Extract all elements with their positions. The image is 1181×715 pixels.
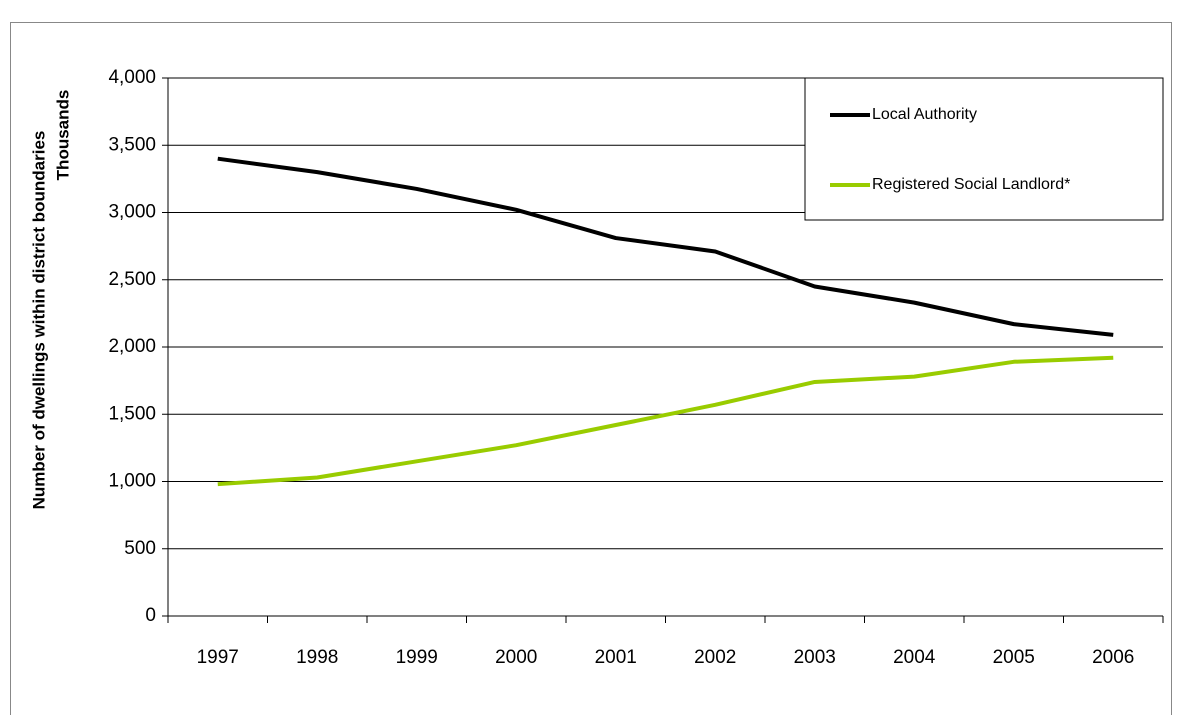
x-tick-label: 2002 xyxy=(694,647,736,668)
x-tick-label: 2004 xyxy=(893,647,936,668)
x-tick-label: 1998 xyxy=(296,647,338,668)
legend-label: Registered Social Landlord* xyxy=(872,176,1070,193)
legend-label: Local Authority xyxy=(872,106,977,123)
y-tick-label: 0 xyxy=(145,605,156,626)
x-tick-label: 2001 xyxy=(595,647,637,668)
x-tick-label: 2005 xyxy=(993,647,1035,668)
x-tick-label: 1997 xyxy=(197,647,239,668)
y-unit-label: Thousands xyxy=(53,90,72,181)
y-tick-label: 1,500 xyxy=(108,403,156,424)
y-tick-label: 1,000 xyxy=(108,471,156,492)
series-line xyxy=(217,156,1114,337)
y-tick-label: 2,000 xyxy=(108,336,156,357)
x-tick-label: 1999 xyxy=(396,647,438,668)
y-tick-label: 2,500 xyxy=(108,269,156,290)
y-axis-label: Number of dwellings within district boun… xyxy=(29,131,48,510)
y-tick-label: 4,000 xyxy=(108,67,156,88)
x-tick-label: 2003 xyxy=(794,647,836,668)
y-tick-label: 3,500 xyxy=(108,134,156,155)
series-line xyxy=(217,355,1114,487)
y-tick-label: 3,000 xyxy=(108,202,156,223)
x-tick-label: 2000 xyxy=(495,647,537,668)
legend-box xyxy=(804,77,1164,221)
x-tick-label: 2006 xyxy=(1092,647,1134,668)
y-tick-label: 500 xyxy=(124,538,156,559)
